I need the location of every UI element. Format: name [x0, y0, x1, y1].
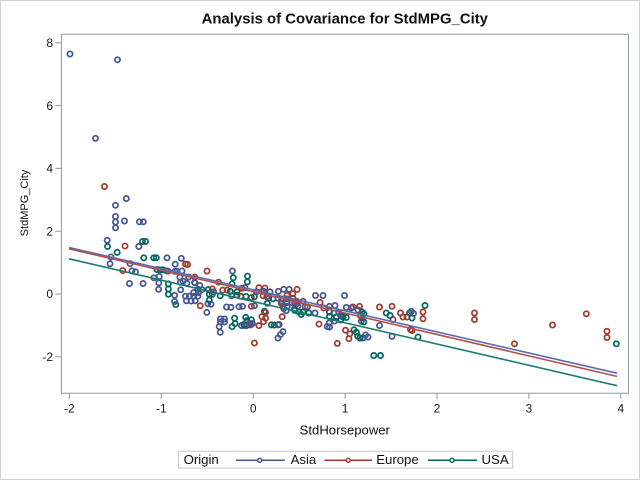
svg-text:StdHorsepower: StdHorsepower	[300, 422, 391, 437]
svg-text:StdMPG_City: StdMPG_City	[19, 169, 31, 236]
svg-text:0: 0	[250, 402, 257, 416]
svg-text:-1: -1	[156, 402, 167, 416]
svg-text:3: 3	[526, 402, 533, 416]
svg-text:Analysis of Covariance for Std: Analysis of Covariance for StdMPG_City	[202, 12, 489, 28]
svg-text:Europe: Europe	[376, 452, 419, 467]
svg-text:-2: -2	[64, 402, 75, 416]
svg-text:-2: -2	[42, 350, 53, 364]
svg-text:Origin: Origin	[184, 452, 219, 467]
svg-text:4: 4	[46, 162, 53, 176]
svg-text:0: 0	[46, 287, 53, 301]
svg-text:1: 1	[342, 402, 349, 416]
svg-text:2: 2	[46, 224, 53, 238]
svg-text:8: 8	[46, 36, 53, 50]
svg-text:2: 2	[434, 402, 441, 416]
svg-text:USA: USA	[482, 452, 509, 467]
svg-text:4: 4	[617, 402, 624, 416]
svg-text:6: 6	[46, 99, 53, 113]
svg-text:Asia: Asia	[291, 452, 317, 467]
